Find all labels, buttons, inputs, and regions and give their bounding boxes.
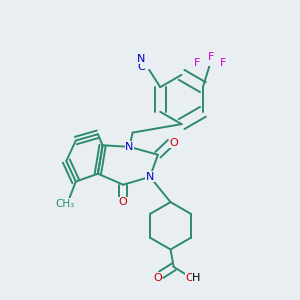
Text: N: N [125,142,134,152]
Text: O: O [153,273,162,283]
Text: F: F [208,52,214,62]
Text: N: N [146,172,154,182]
Text: O: O [186,273,194,283]
Text: O: O [119,197,128,207]
Text: CH₃: CH₃ [55,199,74,209]
Text: O: O [169,138,178,148]
Text: F: F [220,58,226,68]
Text: H: H [192,273,201,283]
Text: C: C [137,61,145,72]
Text: F: F [194,58,200,68]
Text: N: N [137,54,146,64]
